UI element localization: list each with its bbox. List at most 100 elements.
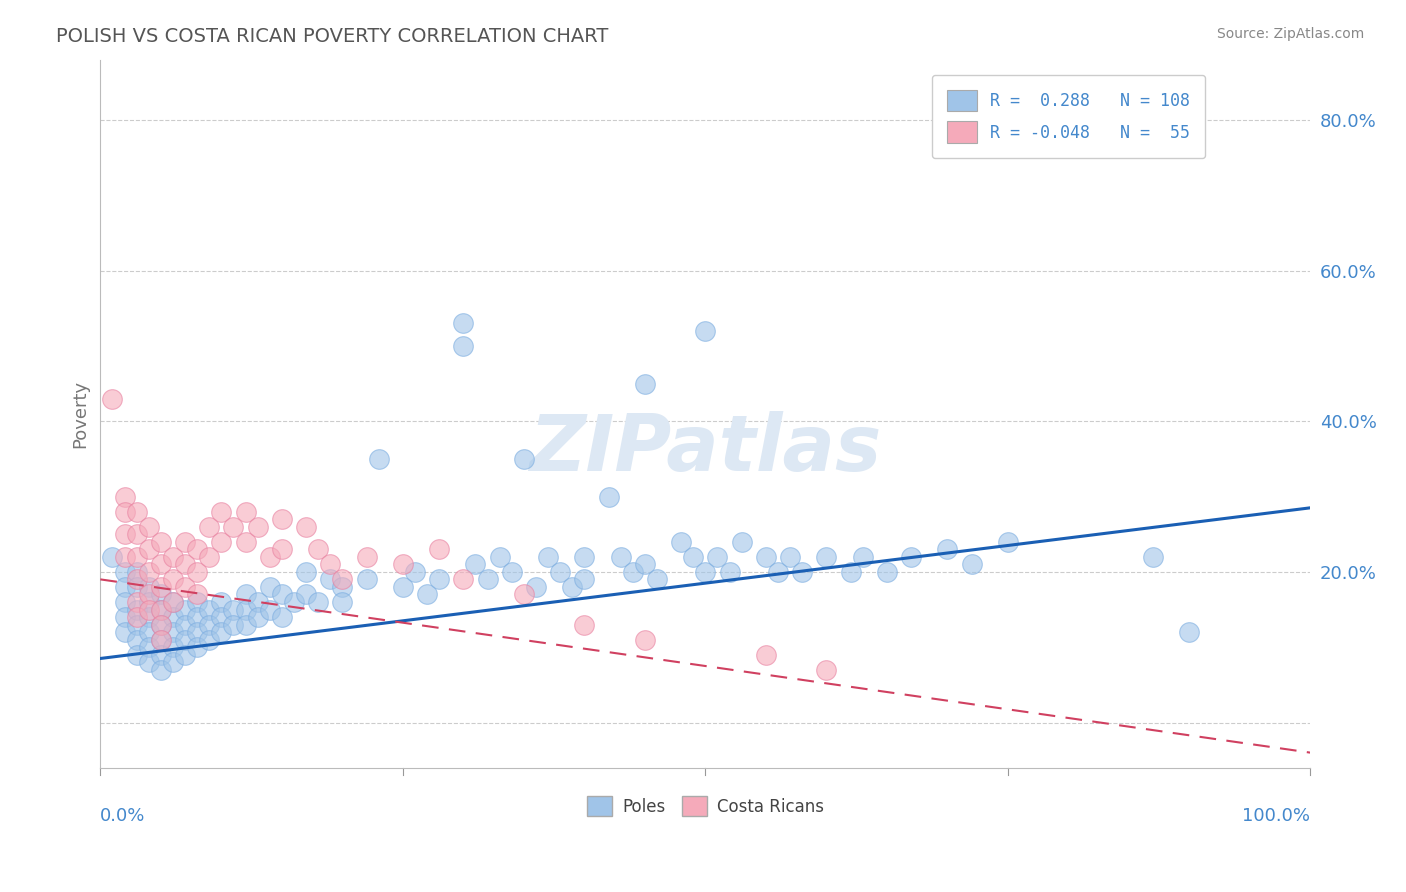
Point <box>162 549 184 564</box>
Point <box>174 617 197 632</box>
Point <box>259 602 281 616</box>
Text: POLISH VS COSTA RICAN POVERTY CORRELATION CHART: POLISH VS COSTA RICAN POVERTY CORRELATIO… <box>56 27 609 45</box>
Point <box>149 587 172 601</box>
Point <box>356 549 378 564</box>
Point <box>634 632 657 647</box>
Point <box>198 617 221 632</box>
Point <box>513 587 536 601</box>
Point <box>149 663 172 677</box>
Point <box>621 565 644 579</box>
Point <box>209 595 232 609</box>
Point <box>1178 625 1201 640</box>
Point <box>330 573 353 587</box>
Point <box>174 648 197 662</box>
Point <box>125 565 148 579</box>
Point <box>198 632 221 647</box>
Point <box>427 542 450 557</box>
Point <box>453 316 475 330</box>
Point <box>501 565 523 579</box>
Point <box>524 580 547 594</box>
Point <box>149 580 172 594</box>
Point <box>259 580 281 594</box>
Point <box>574 549 596 564</box>
Point <box>101 549 124 564</box>
Point <box>427 573 450 587</box>
Point <box>634 376 657 391</box>
Point <box>125 527 148 541</box>
Point <box>138 587 160 601</box>
Point <box>488 549 510 564</box>
Point <box>186 595 208 609</box>
Point <box>330 580 353 594</box>
Point <box>669 534 692 549</box>
Point <box>125 617 148 632</box>
Point <box>138 565 160 579</box>
Point <box>307 595 329 609</box>
Point <box>162 595 184 609</box>
Point <box>114 595 136 609</box>
Point <box>392 580 415 594</box>
Point <box>792 565 814 579</box>
Point <box>186 625 208 640</box>
Point <box>574 573 596 587</box>
Point <box>1142 549 1164 564</box>
Point <box>149 602 172 616</box>
Point <box>1118 128 1140 142</box>
Point <box>960 558 983 572</box>
Point <box>319 558 342 572</box>
Point <box>174 580 197 594</box>
Point <box>149 602 172 616</box>
Point <box>235 505 257 519</box>
Point <box>235 617 257 632</box>
Point <box>283 595 305 609</box>
Point <box>125 505 148 519</box>
Point <box>138 580 160 594</box>
Point <box>125 632 148 647</box>
Point <box>513 451 536 466</box>
Point <box>295 565 318 579</box>
Point <box>270 587 292 601</box>
Point <box>730 534 752 549</box>
Point <box>125 602 148 616</box>
Point <box>162 625 184 640</box>
Point <box>174 534 197 549</box>
Point <box>174 632 197 647</box>
Point <box>198 549 221 564</box>
Point <box>453 573 475 587</box>
Point <box>138 625 160 640</box>
Point <box>186 610 208 624</box>
Point <box>235 534 257 549</box>
Point <box>246 519 269 533</box>
Point <box>270 610 292 624</box>
Point <box>186 565 208 579</box>
Point <box>295 587 318 601</box>
Point <box>162 640 184 655</box>
Point <box>453 339 475 353</box>
Point <box>235 602 257 616</box>
Point <box>222 519 245 533</box>
Point <box>101 392 124 406</box>
Point <box>839 565 862 579</box>
Point <box>114 527 136 541</box>
Point <box>186 640 208 655</box>
Point <box>149 632 172 647</box>
Point <box>900 549 922 564</box>
Text: Source: ZipAtlas.com: Source: ZipAtlas.com <box>1216 27 1364 41</box>
Point <box>718 565 741 579</box>
Point <box>125 580 148 594</box>
Point <box>138 602 160 616</box>
Point <box>609 549 631 564</box>
Point <box>695 565 717 579</box>
Text: 0.0%: 0.0% <box>100 806 146 824</box>
Point <box>149 534 172 549</box>
Point <box>198 602 221 616</box>
Legend: Poles, Costa Ricans: Poles, Costa Ricans <box>581 789 831 823</box>
Point <box>259 549 281 564</box>
Point <box>307 542 329 557</box>
Point <box>125 573 148 587</box>
Point <box>235 587 257 601</box>
Point <box>138 542 160 557</box>
Point <box>537 549 560 564</box>
Point <box>198 519 221 533</box>
Point <box>330 595 353 609</box>
